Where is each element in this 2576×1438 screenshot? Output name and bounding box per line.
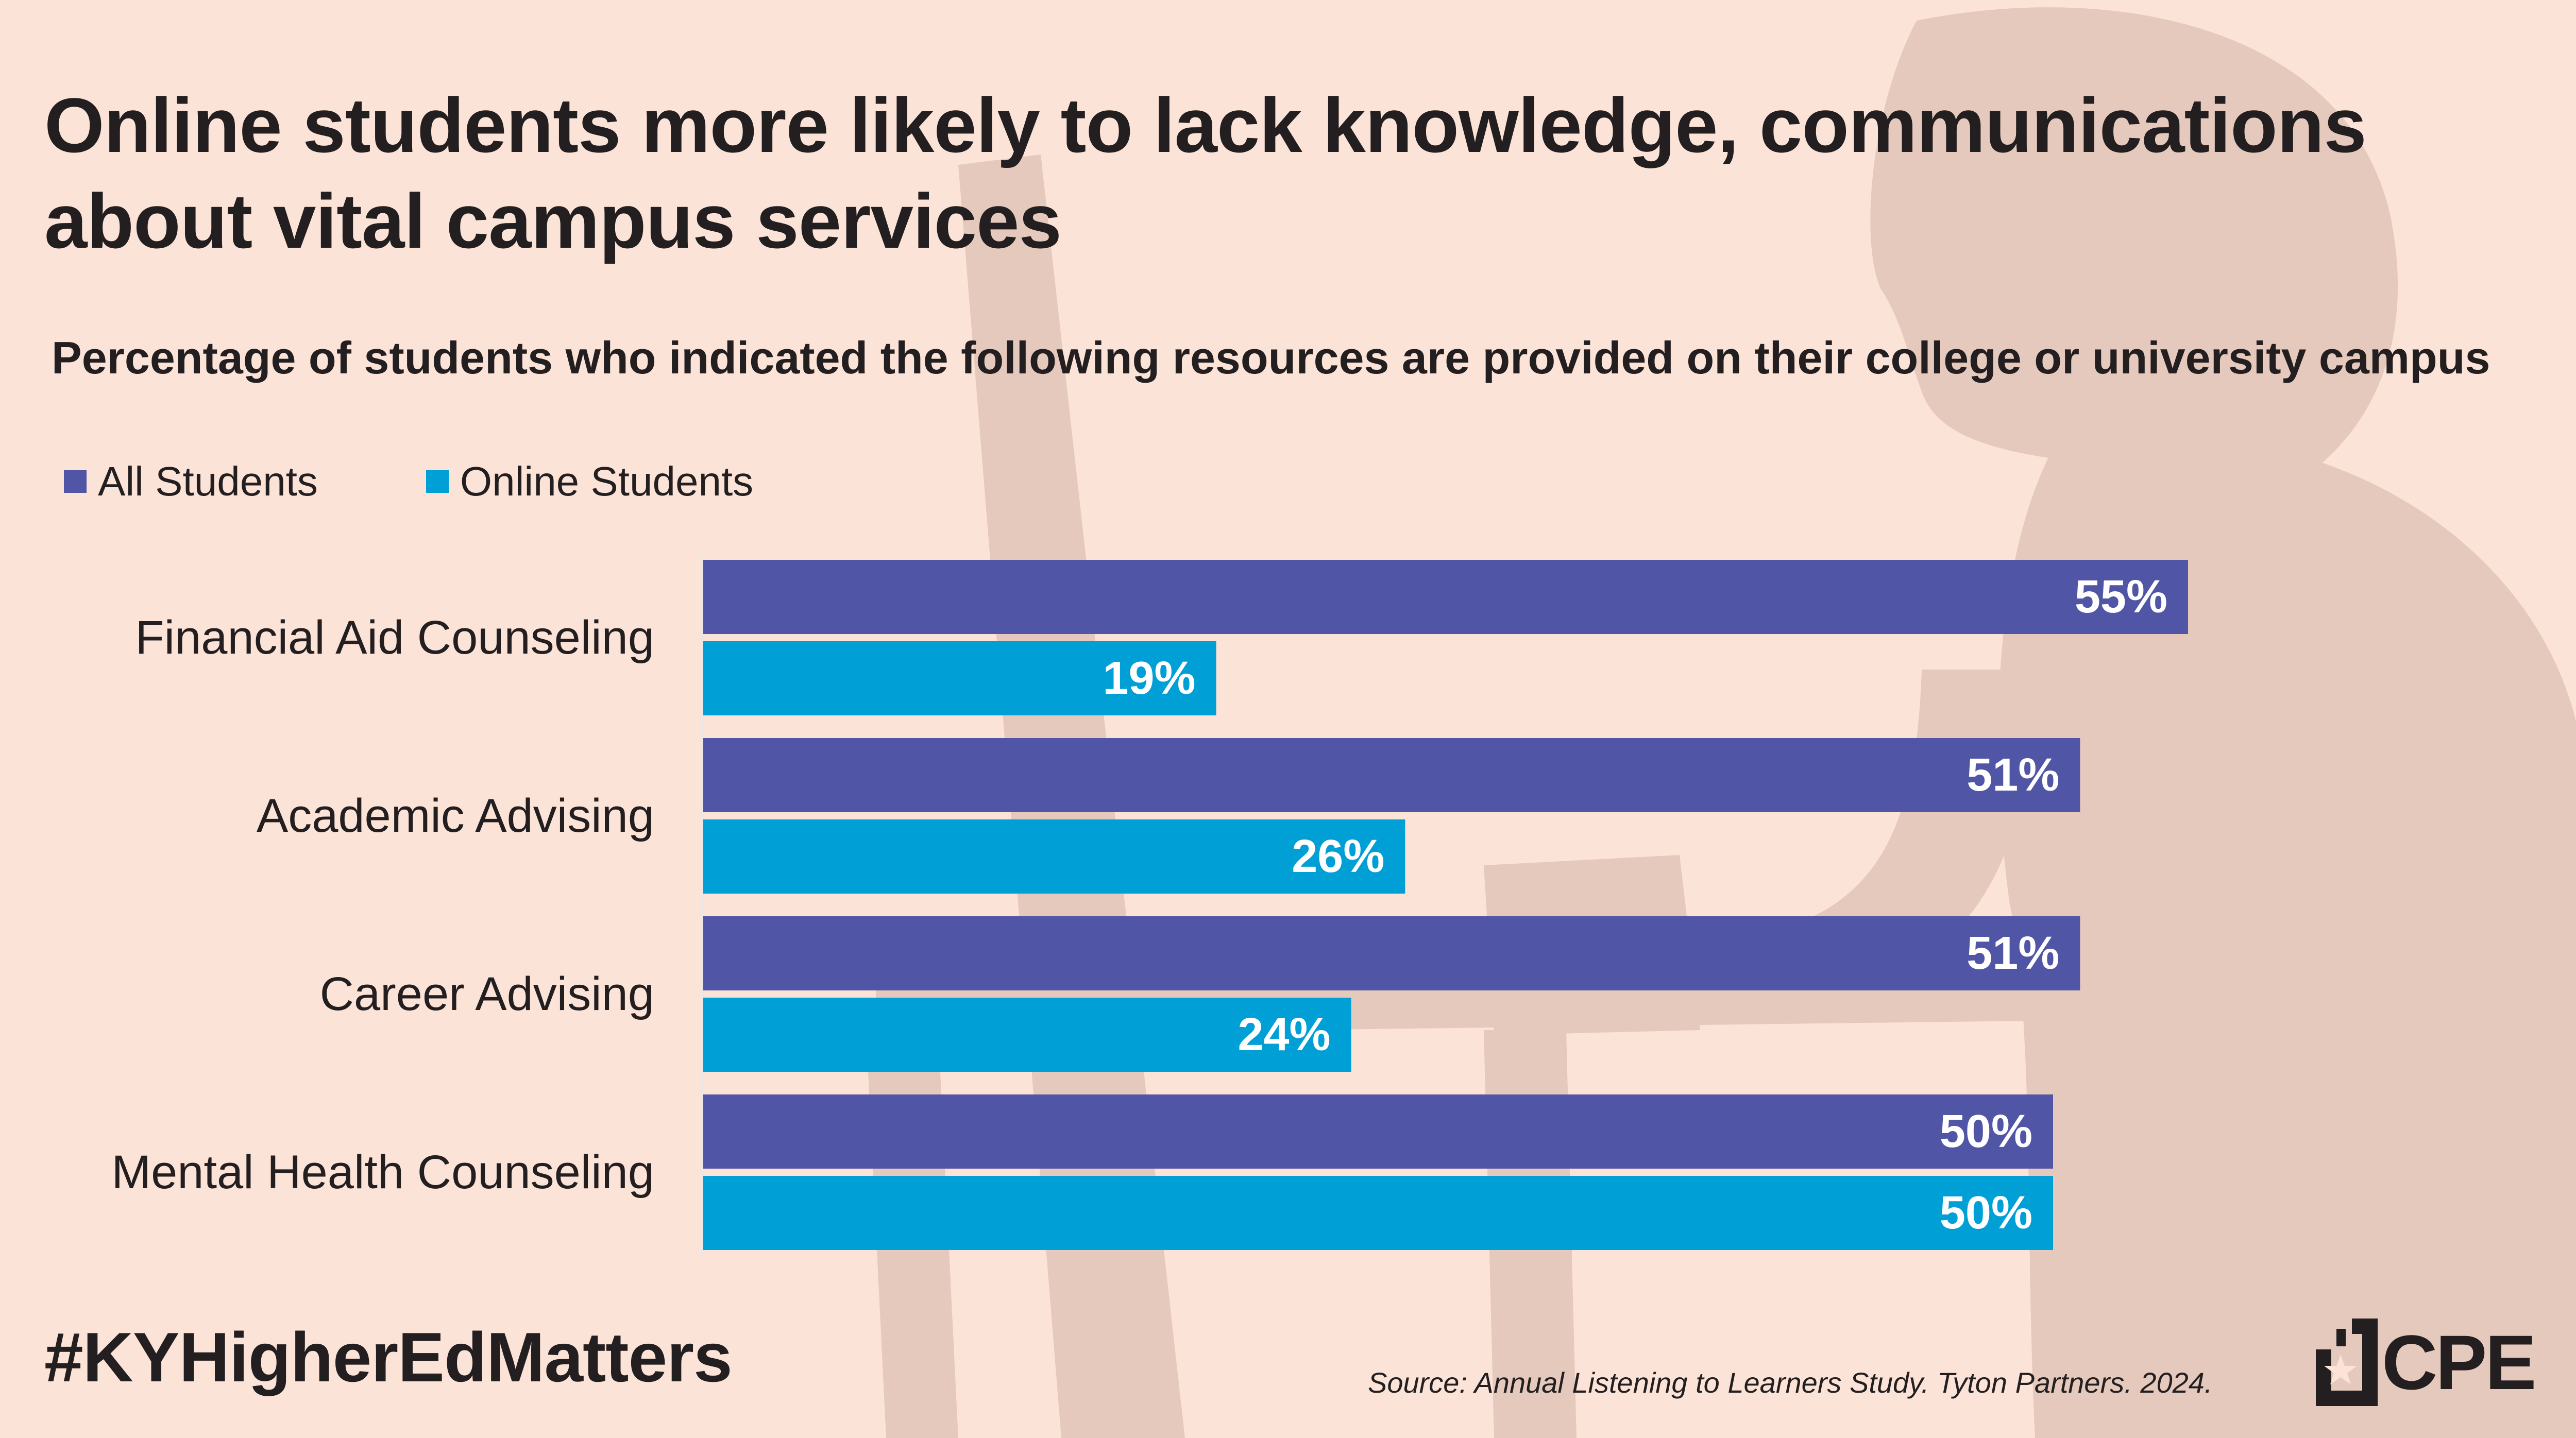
bar-online-students [703,819,1405,894]
legend: All Students Online Students [64,453,861,510]
cpe-logo-mark [2316,1319,2378,1406]
category-label: Financial Aid Counseling [135,611,654,664]
chart-title: Online students more likely to lack know… [44,82,2367,264]
bar-value-label: 55% [2075,571,2167,623]
bar-value-label: 26% [1292,831,1384,882]
legend-item-all-students: All Students [64,456,318,507]
bar-all-students [703,916,2080,990]
bar-all-students [703,738,2080,812]
bar-online-students [703,998,1351,1072]
hashtag: #KYHigherEdMatters [44,1318,733,1396]
bar-value-label: 50% [1940,1187,2032,1239]
cpe-logo-text: CPE [2382,1319,2536,1406]
legend-label-all-students: All Students [98,458,318,504]
category-label: Mental Health Counseling [111,1146,654,1199]
legend-item-online-students: Online Students [426,456,753,507]
bar-value-label: 51% [1967,928,2059,979]
bar-online-students [703,1176,2053,1250]
category-label: Career Advising [320,968,654,1020]
legend-swatch-online-students [426,470,449,493]
bar-value-label: 24% [1238,1009,1330,1060]
bar-all-students [703,560,2188,634]
bar-all-students [703,1094,2053,1169]
legend-swatch-all-students [64,470,87,493]
bar-online-students [703,641,1216,715]
category-label: Academic Advising [257,790,654,842]
bar-value-label: 50% [1940,1106,2032,1157]
chart-subtitle: Percentage of students who indicated the… [52,332,2490,383]
bar-chart: Financial Aid Counseling 55% 19% Academic A… [111,555,2188,1255]
legend-label-online-students: Online Students [460,458,754,504]
cpe-logo: CPE [2316,1316,2536,1409]
bar-value-label: 51% [1967,749,2059,801]
source-note: Source: Annual Listening to Learners Stu… [1368,1366,2213,1399]
bar-value-label: 19% [1103,653,1195,704]
